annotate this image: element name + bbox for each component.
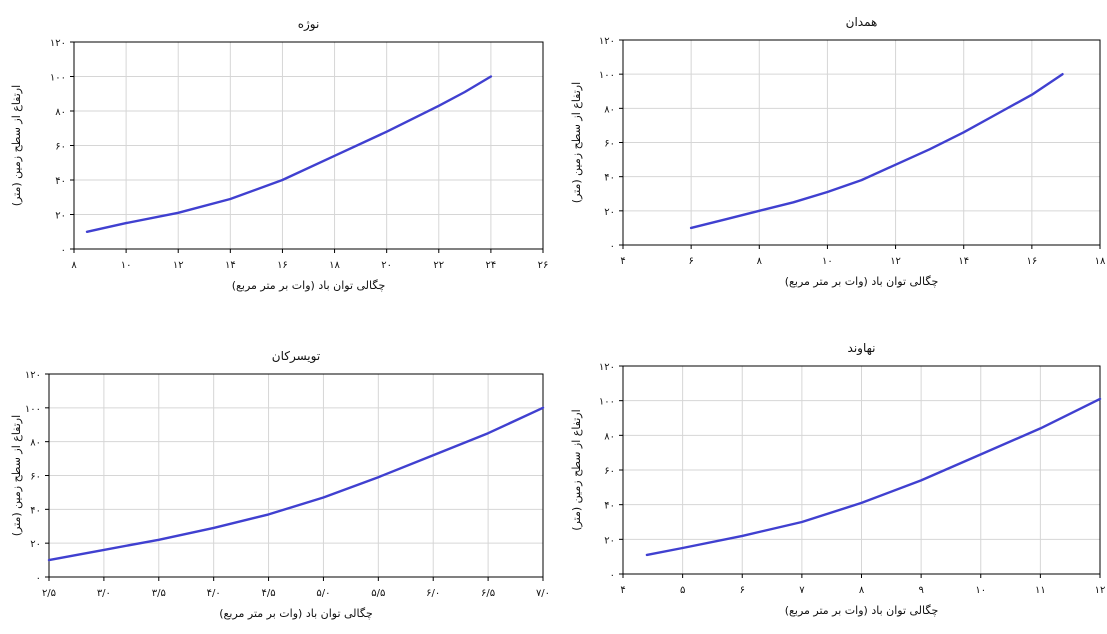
nahavand-x-tick-label-1: ۵: [680, 585, 685, 596]
tuyserkan-x-tick-label-1: ۳/۰: [97, 588, 111, 599]
tuyserkan-y-tick-label-3: ۶۰: [30, 472, 41, 483]
nahavand-x-tick-label-2: ۶: [740, 585, 745, 596]
hamedan-x-tick-label-1: ۶: [688, 256, 693, 267]
hamedan-x-tick-label-0: ۴: [620, 256, 625, 267]
nowzheh-gridlines: [74, 42, 543, 249]
tuyserkan-x-ticks: ۲/۵ ۳/۰ ۳/۵ ۴/۰ ۴/۵ ۵/۰ ۵/۵ ۶/۰ ۶/۵ ۷/۰: [42, 577, 550, 599]
nahavand-x-tick-label-8: ۱۲: [1095, 585, 1106, 596]
tuyserkan-y-tick-label-0: ۰: [36, 573, 41, 584]
tuyserkan-x-tick-label-6: ۵/۵: [371, 588, 385, 599]
nowzheh-x-tick-label-2: ۱۲: [173, 260, 184, 271]
nahavand-y-tick-label-3: ۶۰: [604, 466, 615, 477]
tuyserkan-x-tick-label-0: ۲/۵: [42, 588, 56, 599]
nahavand-title: نهاوند: [848, 341, 876, 356]
tuyserkan-y-ticks: ۰ ۲۰ ۴۰ ۶۰ ۸۰ ۱۰۰ ۱۲۰: [25, 370, 49, 584]
nowzheh-x-ticks: ۸ ۱۰ ۱۲ ۱۴ ۱۶ ۱۸ ۲۰ ۲۲ ۲۴ ۲۶: [71, 249, 548, 271]
chart-nowzheh: ۸ ۱۰ ۱۲ ۱۴ ۱۶ ۱۸ ۲۰ ۲۲ ۲۴ ۲۶ ۰ ۲۰ ۴۰ ۶۰ ۸۰ ۱۰۰ ۱۲۰ نوژه چگ…: [0, 0, 560, 315]
tuyserkan-x-tick-label-5: ۵/۰: [316, 588, 330, 599]
nowzheh-y-axis-label: ارتفاع از سطح زمین (متر): [10, 85, 23, 206]
nahavand-x-tick-label-4: ۸: [859, 585, 865, 596]
chart-tuyserkan: ۲/۵ ۳/۰ ۳/۵ ۴/۰ ۴/۵ ۵/۰ ۵/۵ ۶/۰ ۶/۵ ۷/۰ ۰ ۲۰ ۴۰ ۶۰ ۸۰ ۱…: [0, 319, 560, 634]
hamedan-x-tick-label-5: ۱۴: [958, 256, 969, 267]
nowzheh-y-tick-label-0: ۰: [61, 245, 66, 256]
nowzheh-x-tick-label-8: ۲۴: [486, 260, 497, 271]
tuyserkan-x-tick-label-9: ۷/۰: [536, 588, 550, 599]
nahavand-x-tick-label-6: ۱۰: [975, 585, 986, 596]
nowzheh-y-tick-label-6: ۱۲۰: [50, 38, 66, 49]
nowzheh-y-tick-label-5: ۱۰۰: [50, 73, 66, 84]
nowzheh-x-tick-label-6: ۲۰: [381, 260, 392, 271]
nowzheh-x-tick-label-9: ۲۶: [538, 260, 549, 271]
tuyserkan-y-tick-label-6: ۱۲۰: [25, 370, 41, 381]
nowzheh-y-tick-label-4: ۸۰: [55, 107, 66, 118]
nowzheh-x-axis-label: چگالی توان باد (وات بر متر مربع): [232, 279, 386, 292]
nowzheh-x-tick-label-1: ۱۰: [121, 260, 132, 271]
nahavand-x-tick-label-5: ۹: [918, 585, 923, 596]
hamedan-y-tick-label-3: ۶۰: [604, 139, 615, 150]
chart-hamedan: ۴ ۶ ۸ ۱۰ ۱۲ ۱۴ ۱۶ ۱۸ ۰ ۲۰ ۴۰ ۶۰ ۸۰ ۱۰۰ ۱۲۰ همدان چگالی ت…: [560, 0, 1107, 315]
hamedan-y-axis-label: ارتفاع از سطح زمین (متر): [570, 82, 583, 203]
hamedan-x-tick-label-3: ۱۰: [822, 256, 833, 267]
tuyserkan-x-tick-label-8: ۶/۵: [481, 588, 495, 599]
hamedan-x-tick-label-2: ۸: [757, 256, 763, 267]
nowzheh-series-line-0: [87, 77, 491, 232]
hamedan-y-tick-label-6: ۱۲۰: [599, 36, 615, 47]
hamedan-y-tick-label-0: ۰: [610, 241, 615, 252]
nowzheh-x-tick-label-5: ۱۸: [329, 260, 340, 271]
nahavand-y-tick-label-2: ۴۰: [604, 501, 615, 512]
tuyserkan-x-tick-label-7: ۶/۰: [426, 588, 440, 599]
nowzheh-x-tick-label-4: ۱۶: [277, 260, 288, 271]
hamedan-x-tick-label-6: ۱۶: [1026, 256, 1037, 267]
nahavand-x-tick-label-0: ۴: [620, 585, 625, 596]
tuyserkan-y-tick-label-4: ۸۰: [30, 438, 41, 449]
nowzheh-y-tick-label-2: ۴۰: [55, 176, 66, 187]
hamedan-y-tick-label-2: ۴۰: [604, 173, 615, 184]
nahavand-x-tick-label-7: ۱۱: [1035, 585, 1046, 596]
nahavand-y-tick-label-0: ۰: [610, 570, 615, 581]
nahavand-y-tick-label-5: ۱۰۰: [599, 397, 615, 408]
hamedan-series-line-0: [691, 74, 1062, 228]
nowzheh-x-tick-label-7: ۲۲: [433, 260, 444, 271]
tuyserkan-x-axis-label: چگالی توان باد (وات بر متر مربع): [219, 607, 373, 620]
nahavand-y-ticks: ۰ ۲۰ ۴۰ ۶۰ ۸۰ ۱۰۰ ۱۲۰: [599, 362, 623, 581]
nowzheh-y-ticks: ۰ ۲۰ ۴۰ ۶۰ ۸۰ ۱۰۰ ۱۲۰: [50, 38, 74, 256]
hamedan-gridlines: [623, 40, 1100, 245]
tuyserkan-y-axis-label: ارتفاع از سطح زمین (متر): [10, 415, 23, 536]
hamedan-y-tick-label-5: ۱۰۰: [599, 70, 615, 81]
tuyserkan-series-line-0: [49, 408, 543, 560]
hamedan-x-tick-label-4: ۱۲: [890, 256, 901, 267]
nahavand-y-axis-label: ارتفاع از سطح زمین (متر): [570, 409, 583, 530]
tuyserkan-title: تویسرکان: [272, 349, 320, 364]
nowzheh-title: نوژه: [298, 17, 320, 32]
hamedan-y-tick-label-1: ۲۰: [604, 207, 615, 218]
nahavand-y-tick-label-1: ۲۰: [604, 535, 615, 546]
nahavand-x-ticks: ۴ ۵ ۶ ۷ ۸ ۹ ۱۰ ۱۱ ۱۲: [620, 574, 1105, 596]
hamedan-x-tick-label-7: ۱۸: [1095, 256, 1106, 267]
nahavand-x-tick-label-3: ۷: [799, 585, 805, 596]
tuyserkan-y-tick-label-1: ۲۰: [30, 539, 41, 550]
nahavand-y-tick-label-6: ۱۲۰: [599, 362, 615, 373]
hamedan-title: همدان: [846, 15, 878, 29]
nahavand-gridlines: [623, 366, 1100, 574]
nahavand-x-axis-label: چگالی توان باد (وات بر متر مربع): [785, 604, 939, 617]
tuyserkan-x-tick-label-2: ۳/۵: [152, 588, 166, 599]
nowzheh-x-tick-label-3: ۱۴: [225, 260, 236, 271]
tuyserkan-x-tick-label-4: ۴/۵: [261, 588, 275, 599]
nahavand-series-line-0: [647, 399, 1100, 555]
tuyserkan-y-tick-label-2: ۴۰: [30, 505, 41, 516]
nowzheh-x-tick-label-0: ۸: [71, 260, 77, 271]
hamedan-x-axis-label: چگالی توان باد (وات بر متر مربع): [785, 275, 939, 288]
nowzheh-y-tick-label-3: ۶۰: [55, 142, 66, 153]
hamedan-x-ticks: ۴ ۶ ۸ ۱۰ ۱۲ ۱۴ ۱۶ ۱۸: [620, 245, 1106, 267]
tuyserkan-x-tick-label-3: ۴/۰: [207, 588, 221, 599]
nowzheh-y-tick-label-1: ۲۰: [55, 211, 66, 222]
nahavand-y-tick-label-4: ۸۰: [604, 431, 615, 442]
hamedan-y-tick-label-4: ۸۰: [604, 104, 615, 115]
tuyserkan-y-tick-label-5: ۱۰۰: [25, 404, 41, 415]
hamedan-y-ticks: ۰ ۲۰ ۴۰ ۶۰ ۸۰ ۱۰۰ ۱۲۰: [599, 36, 623, 252]
